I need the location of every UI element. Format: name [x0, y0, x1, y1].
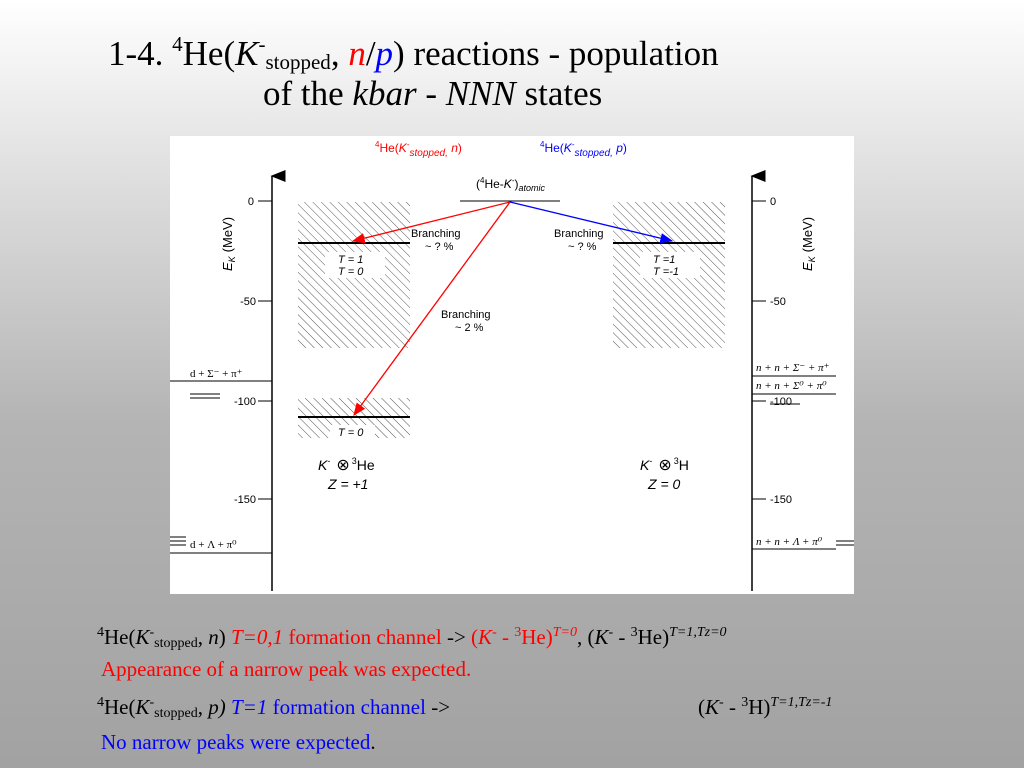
header-right-label: 4He(K-stopped, p) — [540, 140, 627, 159]
title-line-1: 1-4. 4He(K-stopped, n/p) reactions - pop… — [108, 22, 719, 84]
branch-left-1: Branching — [411, 228, 461, 240]
left-tick-0: 0 — [248, 196, 254, 208]
energy-level-diagram: 4He(K-stopped, n) 4He(K-stopped, p) (4He… — [170, 136, 854, 594]
title-n: n — [348, 34, 366, 73]
title-slash: / — [365, 34, 376, 73]
arrow-red-lower — [353, 201, 511, 417]
svg-text:EK(MeV): EK(MeV) — [220, 217, 237, 271]
right-ticks: 0 -50 -100 -150 — [752, 196, 792, 506]
left-state-t: T = 1 — [338, 254, 363, 266]
bottom-line-4: No narrow peaks were expected. — [101, 730, 376, 754]
bottom-line-1: 4He(K-stopped, n) T=0,1 formation channe… — [97, 625, 727, 651]
title-nnn: NNN — [445, 74, 516, 113]
title-k: K — [235, 34, 259, 73]
system-left-label: K- ⊗ 3He — [318, 456, 375, 474]
thresh-right-1: n + n + Σ⁻ + π⁺ — [756, 362, 830, 374]
title-dash: - — [416, 74, 446, 113]
left-thresholds: d + Σ⁻ + π⁺ d + Λ + π⁰ — [170, 368, 272, 554]
system-right-z: Z = 0 — [647, 476, 681, 492]
title-rest: ) reactions - population — [393, 34, 719, 73]
diagram-svg: 4He(K-stopped, n) 4He(K-stopped, p) (4He… — [170, 140, 854, 591]
right-tick-100: -100 — [770, 396, 792, 408]
right-tick-50: -50 — [770, 296, 786, 308]
left-tick-100: -100 — [234, 396, 256, 408]
right-axis-label: EK(MeV) — [800, 217, 817, 271]
left-tick-50: -50 — [240, 296, 256, 308]
svg-text:EK(MeV): EK(MeV) — [800, 217, 817, 271]
title-prefix: 1-4. — [108, 34, 173, 73]
title-k-charge: - — [258, 32, 266, 56]
title-comma: , — [330, 34, 349, 73]
arrow-red-upper — [351, 201, 511, 244]
branch-mid-2: ~ 2 % — [455, 322, 484, 334]
thresh-left-2: d + Λ + π⁰ — [190, 539, 237, 551]
left-state-low: T = 0 — [338, 427, 364, 439]
branching-labels: Branching ~ ? % Branching ~ ? % Branchin… — [411, 228, 604, 334]
branch-right-1: Branching — [554, 228, 604, 240]
title-mass: 4 — [172, 32, 183, 56]
system-left-z: Z = +1 — [327, 476, 368, 492]
title-of-the: of the — [263, 74, 353, 113]
header-left-label: 4He(K-stopped, n) — [375, 140, 462, 159]
thresh-left-1: d + Σ⁻ + π⁺ — [190, 368, 243, 380]
thresh-right-3: n + n + Λ + π⁰ — [756, 536, 823, 548]
left-ticks: 0 -50 -100 -150 — [234, 196, 272, 506]
left-tick-150: -150 — [234, 494, 256, 506]
title-p: p — [375, 34, 394, 73]
bottom-line-2: Appearance of a narrow peak was expected… — [101, 657, 472, 681]
branch-left-2: ~ ? % — [425, 241, 454, 253]
arrow-blue — [509, 201, 674, 244]
right-tick-150: -150 — [770, 494, 792, 506]
atomic-state-label: (4He-K-)atomic — [476, 176, 545, 193]
left-state-tz: T = 0 — [338, 266, 364, 278]
bottom-line-3-state: (K- - 3H)T=1,Tz=-1 — [698, 695, 833, 719]
right-tick-0: 0 — [770, 196, 776, 208]
bottom-line-3: 4He(K-stopped, p) T=1 formation channel … — [97, 695, 451, 721]
title-he: He( — [182, 34, 236, 73]
left-axis-label: EK(MeV) — [220, 217, 237, 271]
thresh-right-2: n + n + Σ⁰ + π⁰ — [756, 380, 827, 392]
right-state-t: T =1 — [653, 254, 675, 266]
branch-mid-1: Branching — [441, 309, 491, 321]
branch-right-2: ~ ? % — [568, 241, 597, 253]
system-right-label: K- ⊗ 3H — [640, 456, 689, 474]
title-kbar: kbar — [352, 74, 417, 113]
right-thresholds: n + n + Σ⁻ + π⁺ n + n + Σ⁰ + π⁰ n + n + … — [752, 362, 854, 550]
title-stopped: stopped — [265, 50, 331, 74]
title-line-2: of the kbar - NNN states — [263, 72, 602, 116]
right-state-tz: T =-1 — [653, 266, 679, 278]
title-states: states — [515, 74, 603, 113]
